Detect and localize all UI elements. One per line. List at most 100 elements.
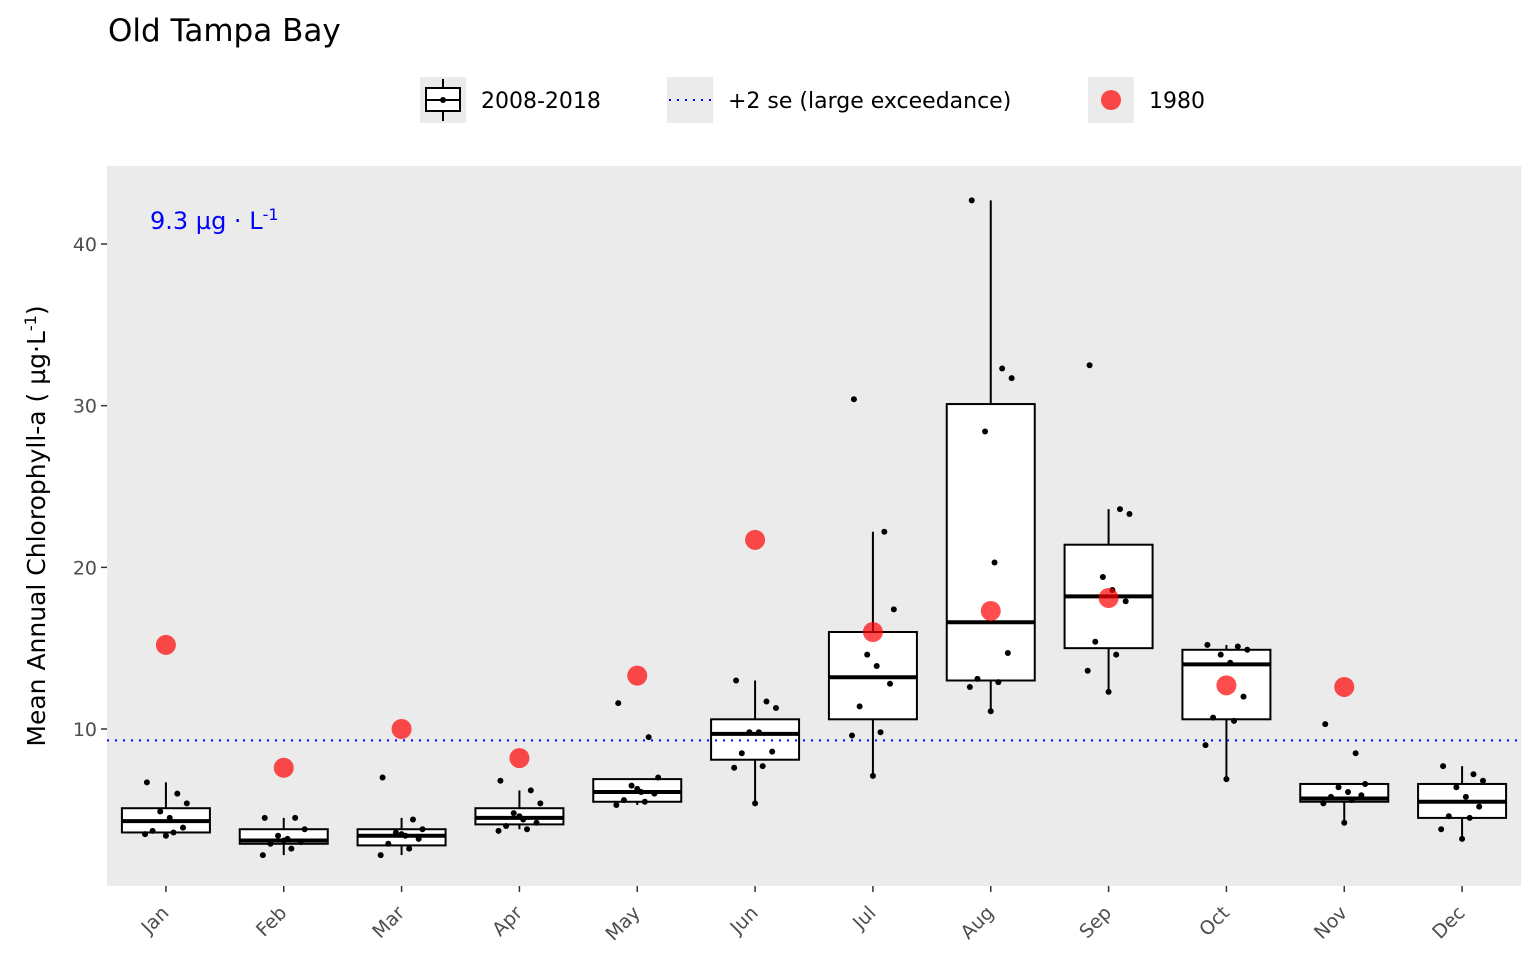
year-point bbox=[759, 763, 766, 770]
year-point bbox=[655, 774, 662, 781]
year-point bbox=[1122, 598, 1129, 605]
year-point bbox=[982, 428, 989, 435]
plot-panel bbox=[107, 166, 1521, 886]
legend-label-threshold: +2 se (large exceedance) bbox=[728, 89, 1011, 114]
year-point bbox=[613, 801, 620, 808]
x-tick-label: Oct bbox=[1195, 902, 1234, 941]
year-point bbox=[987, 708, 994, 715]
year-point bbox=[1327, 793, 1334, 800]
year-point bbox=[1445, 813, 1452, 820]
point-1980 bbox=[627, 665, 648, 686]
year-point bbox=[1466, 814, 1473, 821]
year-point bbox=[162, 832, 169, 839]
year-point bbox=[1234, 643, 1241, 650]
y-axis-title: Mean Annual Chlorophyll-a ( µg·L-1) bbox=[21, 305, 52, 746]
y-tick-label: 30 bbox=[73, 396, 97, 418]
year-point bbox=[379, 774, 386, 781]
year-point bbox=[527, 787, 534, 794]
year-point bbox=[651, 790, 658, 797]
year-point bbox=[142, 831, 149, 838]
year-point bbox=[1084, 667, 1091, 674]
year-point bbox=[392, 829, 399, 836]
year-point bbox=[995, 679, 1002, 686]
year-point bbox=[763, 698, 770, 705]
year-point bbox=[1453, 784, 1460, 791]
year-point bbox=[1479, 777, 1486, 784]
y-axis-title-end: ) bbox=[22, 305, 51, 315]
box-jul bbox=[827, 531, 918, 776]
year-point bbox=[849, 732, 856, 739]
year-point bbox=[1362, 780, 1369, 787]
year-point bbox=[259, 852, 266, 859]
year-point bbox=[280, 837, 287, 844]
legend-key-box-dot bbox=[440, 97, 446, 103]
year-point bbox=[1240, 693, 1247, 700]
y-tick-label: 20 bbox=[73, 557, 97, 579]
year-point bbox=[864, 651, 871, 658]
year-point bbox=[628, 782, 635, 789]
box-body bbox=[945, 403, 1036, 682]
year-point bbox=[301, 826, 308, 833]
threshold-annotation-sup: -1 bbox=[263, 205, 279, 224]
year-point bbox=[1470, 771, 1477, 778]
year-point bbox=[1105, 688, 1112, 695]
x-tick-label: Nov bbox=[1310, 902, 1352, 944]
year-point bbox=[275, 832, 282, 839]
legend-key-line-bg bbox=[667, 77, 713, 123]
year-point bbox=[261, 814, 268, 821]
year-point bbox=[1244, 646, 1251, 653]
year-point bbox=[1352, 750, 1359, 757]
year-point bbox=[873, 662, 880, 669]
year-point bbox=[881, 528, 888, 535]
year-point bbox=[1476, 803, 1483, 810]
year-point bbox=[503, 823, 510, 829]
year-point bbox=[856, 703, 863, 710]
x-tick-label: Feb bbox=[252, 902, 291, 941]
year-point bbox=[769, 748, 776, 755]
legend-label-1980: 1980 bbox=[1149, 89, 1205, 114]
box-aug bbox=[945, 200, 1036, 712]
year-point bbox=[1008, 375, 1015, 382]
point-1980 bbox=[155, 634, 176, 655]
point-1980 bbox=[862, 622, 883, 642]
box-feb bbox=[238, 817, 329, 856]
year-point bbox=[1358, 792, 1365, 799]
year-point bbox=[1227, 659, 1234, 666]
box-dec bbox=[1417, 766, 1508, 839]
year-point bbox=[288, 845, 295, 852]
year-point bbox=[850, 396, 857, 403]
x-tick-label: Mar bbox=[368, 902, 409, 943]
y-axis-title-main: Mean Annual Chlorophyll-a ( µg·L bbox=[22, 331, 51, 747]
box-nov bbox=[1299, 782, 1390, 823]
year-point bbox=[510, 810, 517, 817]
year-point bbox=[869, 772, 876, 779]
year-point bbox=[537, 800, 544, 807]
year-point bbox=[1223, 776, 1230, 783]
year-point bbox=[415, 835, 422, 842]
year-point bbox=[746, 729, 753, 736]
year-point bbox=[1438, 826, 1445, 833]
year-point bbox=[1348, 797, 1355, 804]
year-point bbox=[157, 808, 164, 815]
year-point bbox=[974, 675, 981, 682]
point-1980 bbox=[273, 757, 294, 778]
x-tick-label: Apr bbox=[488, 902, 527, 941]
year-point bbox=[1322, 721, 1329, 728]
year-point bbox=[419, 826, 426, 833]
box-may bbox=[592, 778, 683, 805]
year-point bbox=[1202, 742, 1209, 749]
legend-key-point-icon bbox=[1101, 90, 1121, 110]
point-1980 bbox=[1216, 675, 1237, 696]
year-point bbox=[1345, 789, 1352, 796]
year-point bbox=[1004, 650, 1011, 657]
x-tick-label: Jul bbox=[848, 902, 880, 934]
point-1980 bbox=[1334, 676, 1355, 697]
chart-title: Old Tampa Bay bbox=[108, 13, 341, 49]
x-tick-label: Jan bbox=[136, 902, 173, 939]
x-tick-label: Dec bbox=[1428, 902, 1470, 944]
year-point bbox=[1092, 638, 1099, 645]
year-point bbox=[297, 839, 304, 846]
point-1980 bbox=[1098, 588, 1119, 609]
year-point bbox=[533, 819, 540, 826]
